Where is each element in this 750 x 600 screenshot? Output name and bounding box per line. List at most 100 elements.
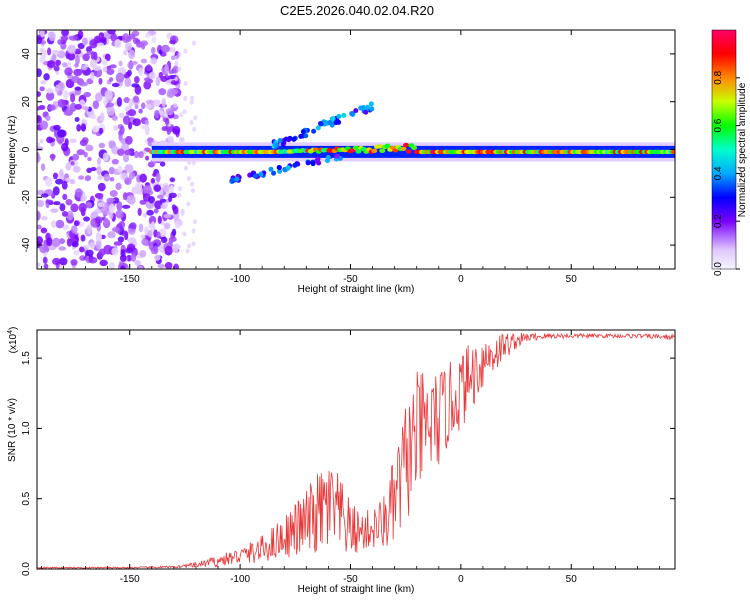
noise-blob [79, 81, 88, 87]
noise-blob [107, 231, 116, 239]
noise-blob [137, 151, 144, 159]
noise-blob [75, 55, 80, 66]
noise-blob [92, 100, 100, 110]
main-line-blob [384, 143, 391, 149]
noise-blob [128, 98, 133, 109]
noise-blob [61, 142, 69, 152]
noise-blob [100, 111, 105, 122]
noise-blob [40, 193, 49, 198]
noise-blob [69, 178, 76, 185]
noise-blob [57, 129, 66, 138]
y-tick-label: 0.0 [21, 562, 32, 576]
noise-blob [86, 167, 92, 174]
noise-blob [39, 47, 45, 53]
noise-blob [150, 57, 158, 65]
noise-blob [175, 84, 181, 89]
noise-blob [60, 42, 67, 50]
noise-blob [127, 194, 136, 205]
noise-blob [74, 117, 80, 122]
noise-blob [70, 203, 79, 213]
snr-x-label: Height of straight line (km) [298, 584, 415, 595]
snr-scale-annotation: (x104) [7, 327, 19, 354]
noise-blob [61, 30, 69, 37]
main-line-blob [376, 144, 383, 149]
noise-blob [109, 190, 118, 197]
noise-blob [100, 36, 107, 43]
noise-blob [83, 91, 92, 98]
colorbar-tick-label: 0.8 [713, 70, 724, 84]
noise-blob [61, 181, 68, 190]
colorbar-tick-label: 0.0 [713, 262, 724, 276]
noise-blob [50, 153, 55, 162]
noise-blob [63, 109, 73, 116]
noise-blob [37, 210, 41, 221]
noise-blob [183, 165, 188, 171]
noise-blob [111, 247, 119, 256]
noise-blob [169, 177, 176, 183]
noise-blob [102, 152, 109, 162]
noise-blob [43, 263, 49, 269]
noise-blob [162, 184, 170, 193]
noise-blob [123, 49, 128, 56]
upper-spur-blob [353, 108, 359, 114]
noise-blob [39, 30, 45, 38]
noise-blob [96, 165, 102, 176]
noise-blob [115, 182, 122, 191]
lower-spur-blob [325, 158, 331, 164]
noise-blob [138, 265, 143, 269]
noise-blob [147, 229, 153, 238]
noise-blob [51, 49, 61, 55]
noise-blob [131, 83, 140, 88]
spectrogram-heatmap [37, 30, 675, 269]
noise-blob [97, 202, 105, 208]
upper-spur-blob [365, 104, 371, 110]
noise-blob [97, 175, 103, 180]
noise-blob [48, 137, 56, 143]
noise-blob [104, 89, 113, 100]
noise-blob [158, 88, 167, 96]
noise-blob [190, 95, 195, 101]
noise-blob [138, 108, 143, 114]
noise-blob [146, 209, 154, 216]
noise-blob [111, 227, 120, 233]
noise-blob [171, 204, 177, 211]
noise-blob [39, 86, 45, 92]
noise-blob [109, 176, 115, 182]
noise-blob [70, 161, 75, 166]
noise-blob [160, 204, 167, 210]
noise-blob [125, 110, 134, 116]
noise-blob [85, 201, 92, 209]
noise-blob [117, 165, 123, 173]
noise-blob [86, 224, 92, 235]
noise-blob [189, 99, 194, 105]
noise-blob [114, 38, 122, 49]
noise-blob [47, 47, 52, 56]
noise-blob [137, 207, 142, 217]
colorbar: 0.0 0.2 0.4 0.6 0.8 Normalized spectral ampl… [711, 29, 748, 276]
noise-blob [177, 66, 182, 72]
noise-blob [163, 222, 171, 230]
noise-blob [45, 115, 51, 121]
noise-blob [111, 115, 118, 121]
noise-blob [157, 263, 165, 269]
noise-blob [87, 156, 92, 162]
noise-blob [94, 216, 103, 224]
noise-blob [40, 120, 49, 130]
noise-blob [140, 124, 149, 129]
upper-spur-blob [368, 101, 374, 107]
noise-blob [171, 228, 177, 237]
upper-spur-blob [318, 121, 324, 127]
noise-blob [145, 103, 152, 109]
noise-blob [71, 75, 80, 84]
snr-panel: -150 -100 -50 0 50 0.0 0.5 1.0 1.5 Height of st… [7, 327, 676, 595]
noise-blob [53, 124, 61, 131]
noise-blob [123, 149, 133, 156]
noise-blob [39, 243, 48, 254]
noise-blob [146, 79, 154, 84]
noise-blob [37, 236, 44, 245]
noise-blob [134, 104, 139, 110]
noise-blob [153, 254, 161, 261]
upper-spur-blob [369, 106, 375, 112]
lower-spur-blob [234, 176, 240, 182]
snr-line-group [37, 332, 675, 569]
